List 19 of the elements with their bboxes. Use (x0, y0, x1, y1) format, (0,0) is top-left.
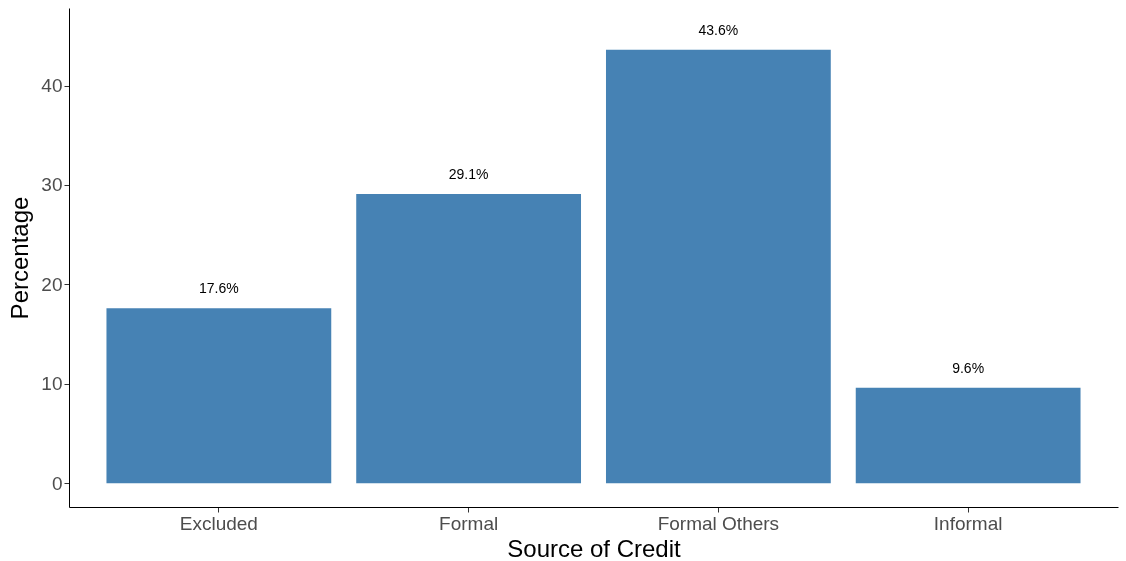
y-tick-label: 30 (41, 174, 63, 196)
data-label: 9.6% (952, 359, 985, 376)
x-tick-label: Formal Others (657, 512, 780, 534)
x-tick-label: Excluded (179, 512, 258, 534)
bar (605, 49, 831, 484)
x-tick-label: Formal (439, 512, 499, 534)
y-tick-label: 0 (51, 472, 63, 494)
bar (356, 193, 582, 484)
x-tick-label: Informal (933, 512, 1003, 534)
data-label: 43.6% (698, 21, 739, 38)
data-label: 29.1% (448, 165, 489, 182)
bar (106, 308, 332, 484)
y-tick-label: 40 (41, 75, 63, 97)
y-axis-title: Percentage (6, 196, 34, 320)
y-tick-label: 20 (41, 273, 63, 295)
bar (855, 387, 1081, 484)
y-tick-label: 10 (41, 373, 63, 395)
x-axis-title: Source of Credit (507, 534, 682, 561)
data-label: 17.6% (199, 280, 239, 297)
